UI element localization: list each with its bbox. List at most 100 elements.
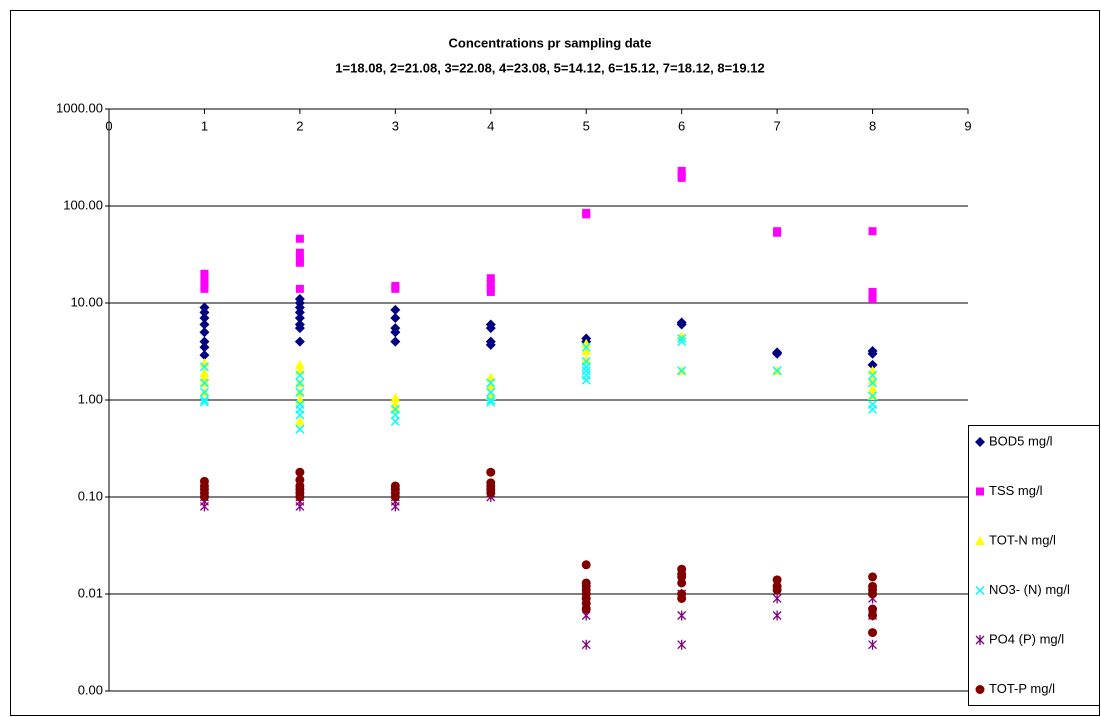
point [868, 378, 878, 388]
point [868, 611, 878, 621]
point [199, 395, 209, 405]
point [200, 284, 209, 293]
point [295, 424, 305, 434]
y-tick-label: 0.00 [78, 682, 103, 697]
point [295, 387, 305, 397]
point [295, 234, 304, 243]
point [677, 610, 687, 621]
y-tick-label: 1.00 [78, 391, 103, 406]
point [677, 593, 687, 603]
point [772, 348, 783, 359]
legend-label: NO3- (N) mg/l [989, 582, 1070, 597]
point [485, 380, 496, 390]
point [867, 383, 878, 393]
point [295, 284, 304, 293]
point [200, 269, 209, 278]
point [295, 467, 305, 477]
point [485, 339, 496, 350]
x-tick-label: 1 [201, 118, 208, 133]
point [390, 336, 401, 347]
point [390, 410, 400, 420]
legend-box [968, 425, 1100, 706]
point [199, 378, 209, 388]
point [295, 258, 304, 267]
legend-marker [976, 487, 984, 496]
point [294, 359, 305, 369]
x-tick-label: 6 [678, 118, 685, 133]
point [199, 492, 209, 502]
point [390, 501, 400, 512]
point [772, 366, 782, 376]
point [390, 313, 401, 324]
legend-label: TOT-P mg/l [989, 681, 1055, 696]
point [677, 337, 687, 347]
point [581, 362, 591, 372]
point [390, 327, 401, 338]
point [772, 575, 782, 585]
point [868, 628, 878, 638]
point [390, 304, 401, 315]
point [486, 488, 496, 498]
point [868, 639, 878, 650]
point [581, 639, 591, 650]
point [199, 397, 209, 407]
point [868, 604, 878, 614]
point [581, 560, 591, 570]
x-tick-label: 5 [583, 118, 590, 133]
point [581, 354, 592, 364]
point [677, 639, 687, 650]
point [677, 173, 686, 182]
point [868, 572, 878, 582]
point [295, 501, 305, 512]
point [677, 334, 687, 344]
point [581, 604, 591, 614]
point [486, 387, 496, 397]
point [199, 327, 210, 338]
point [199, 319, 210, 330]
point [199, 313, 210, 324]
x-tick-label: 2 [296, 118, 303, 133]
x-tick-label: 8 [869, 118, 876, 133]
y-tick-label: 100.00 [63, 197, 103, 212]
point [773, 228, 782, 237]
point [486, 378, 496, 388]
point [294, 323, 305, 334]
legend-marker [975, 685, 985, 694]
point [868, 227, 877, 236]
point [772, 585, 782, 595]
y-tick-label: 0.10 [78, 488, 103, 503]
point [199, 307, 210, 318]
x-tick-label: 4 [487, 118, 494, 133]
point [391, 284, 400, 293]
legend-label: BOD5 mg/l [989, 433, 1053, 448]
point [486, 395, 496, 405]
chart-frame [10, 10, 1100, 716]
point [199, 387, 209, 397]
point [772, 610, 782, 621]
point [199, 336, 210, 347]
point [199, 362, 209, 372]
point [295, 378, 305, 388]
x-tick-label: 7 [773, 118, 780, 133]
point [295, 410, 305, 420]
legend-label: TSS mg/l [989, 483, 1043, 498]
point [486, 287, 495, 296]
point [868, 370, 878, 380]
point [677, 578, 687, 588]
point [867, 375, 878, 385]
point [294, 313, 305, 324]
point [485, 323, 496, 334]
point [390, 416, 400, 427]
point [772, 593, 782, 604]
point [294, 416, 305, 426]
point [582, 210, 591, 219]
x-tick-label: 9 [964, 118, 971, 133]
point [676, 319, 687, 330]
chart-subtitle: 1=18.08, 2=21.08, 3=22.08, 4=23.08, 5=14… [335, 60, 764, 75]
point [868, 391, 878, 401]
legend-marker [975, 585, 985, 596]
point [867, 359, 878, 370]
point [199, 367, 210, 377]
